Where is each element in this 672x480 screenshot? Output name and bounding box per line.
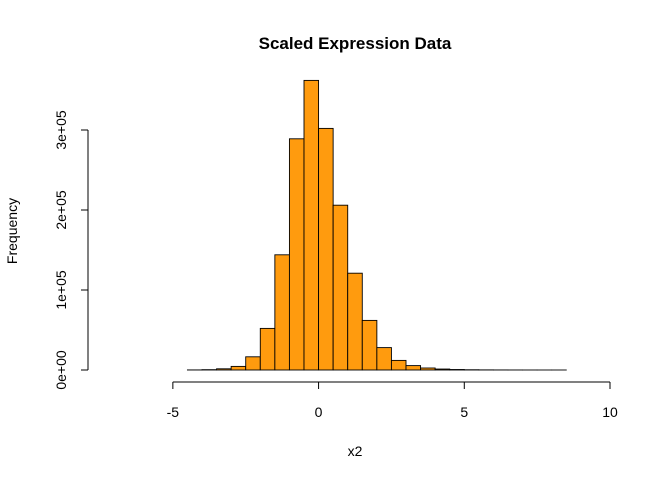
histogram-bar — [230, 365, 247, 371]
histogram-bar — [288, 138, 305, 371]
histogram-bar — [434, 368, 451, 371]
y-tick-label: 3e+05 — [53, 110, 69, 150]
histogram-bar — [259, 327, 276, 371]
histogram-bar — [390, 359, 407, 371]
histogram-bar — [245, 356, 261, 371]
y-tick-label: 2e+05 — [53, 190, 69, 230]
histogram-bar — [376, 347, 392, 371]
histogram-bar — [303, 79, 320, 371]
x-axis: -5 0 5 10 — [167, 381, 618, 420]
y-axis-label: Frequency — [4, 198, 20, 264]
chart-title: Scaled Expression Data — [259, 34, 452, 53]
histogram-bar — [274, 254, 290, 371]
y-axis: 0e+00 1e+05 2e+05 3e+05 — [53, 110, 89, 390]
y-tick-label: 0e+00 — [53, 350, 69, 390]
x-axis-label: x2 — [348, 443, 363, 459]
x-tick-label: 10 — [602, 404, 618, 420]
histogram-bar — [216, 368, 232, 371]
histogram-bar — [347, 272, 363, 371]
x-tick-label: -5 — [167, 404, 180, 420]
bars-group — [186, 79, 567, 371]
histogram-bar — [420, 367, 436, 371]
histogram-bar — [361, 319, 378, 371]
histogram-bar — [318, 127, 334, 371]
y-tick-label: 1e+05 — [53, 270, 69, 310]
x-tick-label: 0 — [315, 404, 323, 420]
histogram-bar — [332, 204, 349, 371]
histogram-bar — [405, 365, 422, 371]
x-tick-label: 5 — [460, 404, 468, 420]
